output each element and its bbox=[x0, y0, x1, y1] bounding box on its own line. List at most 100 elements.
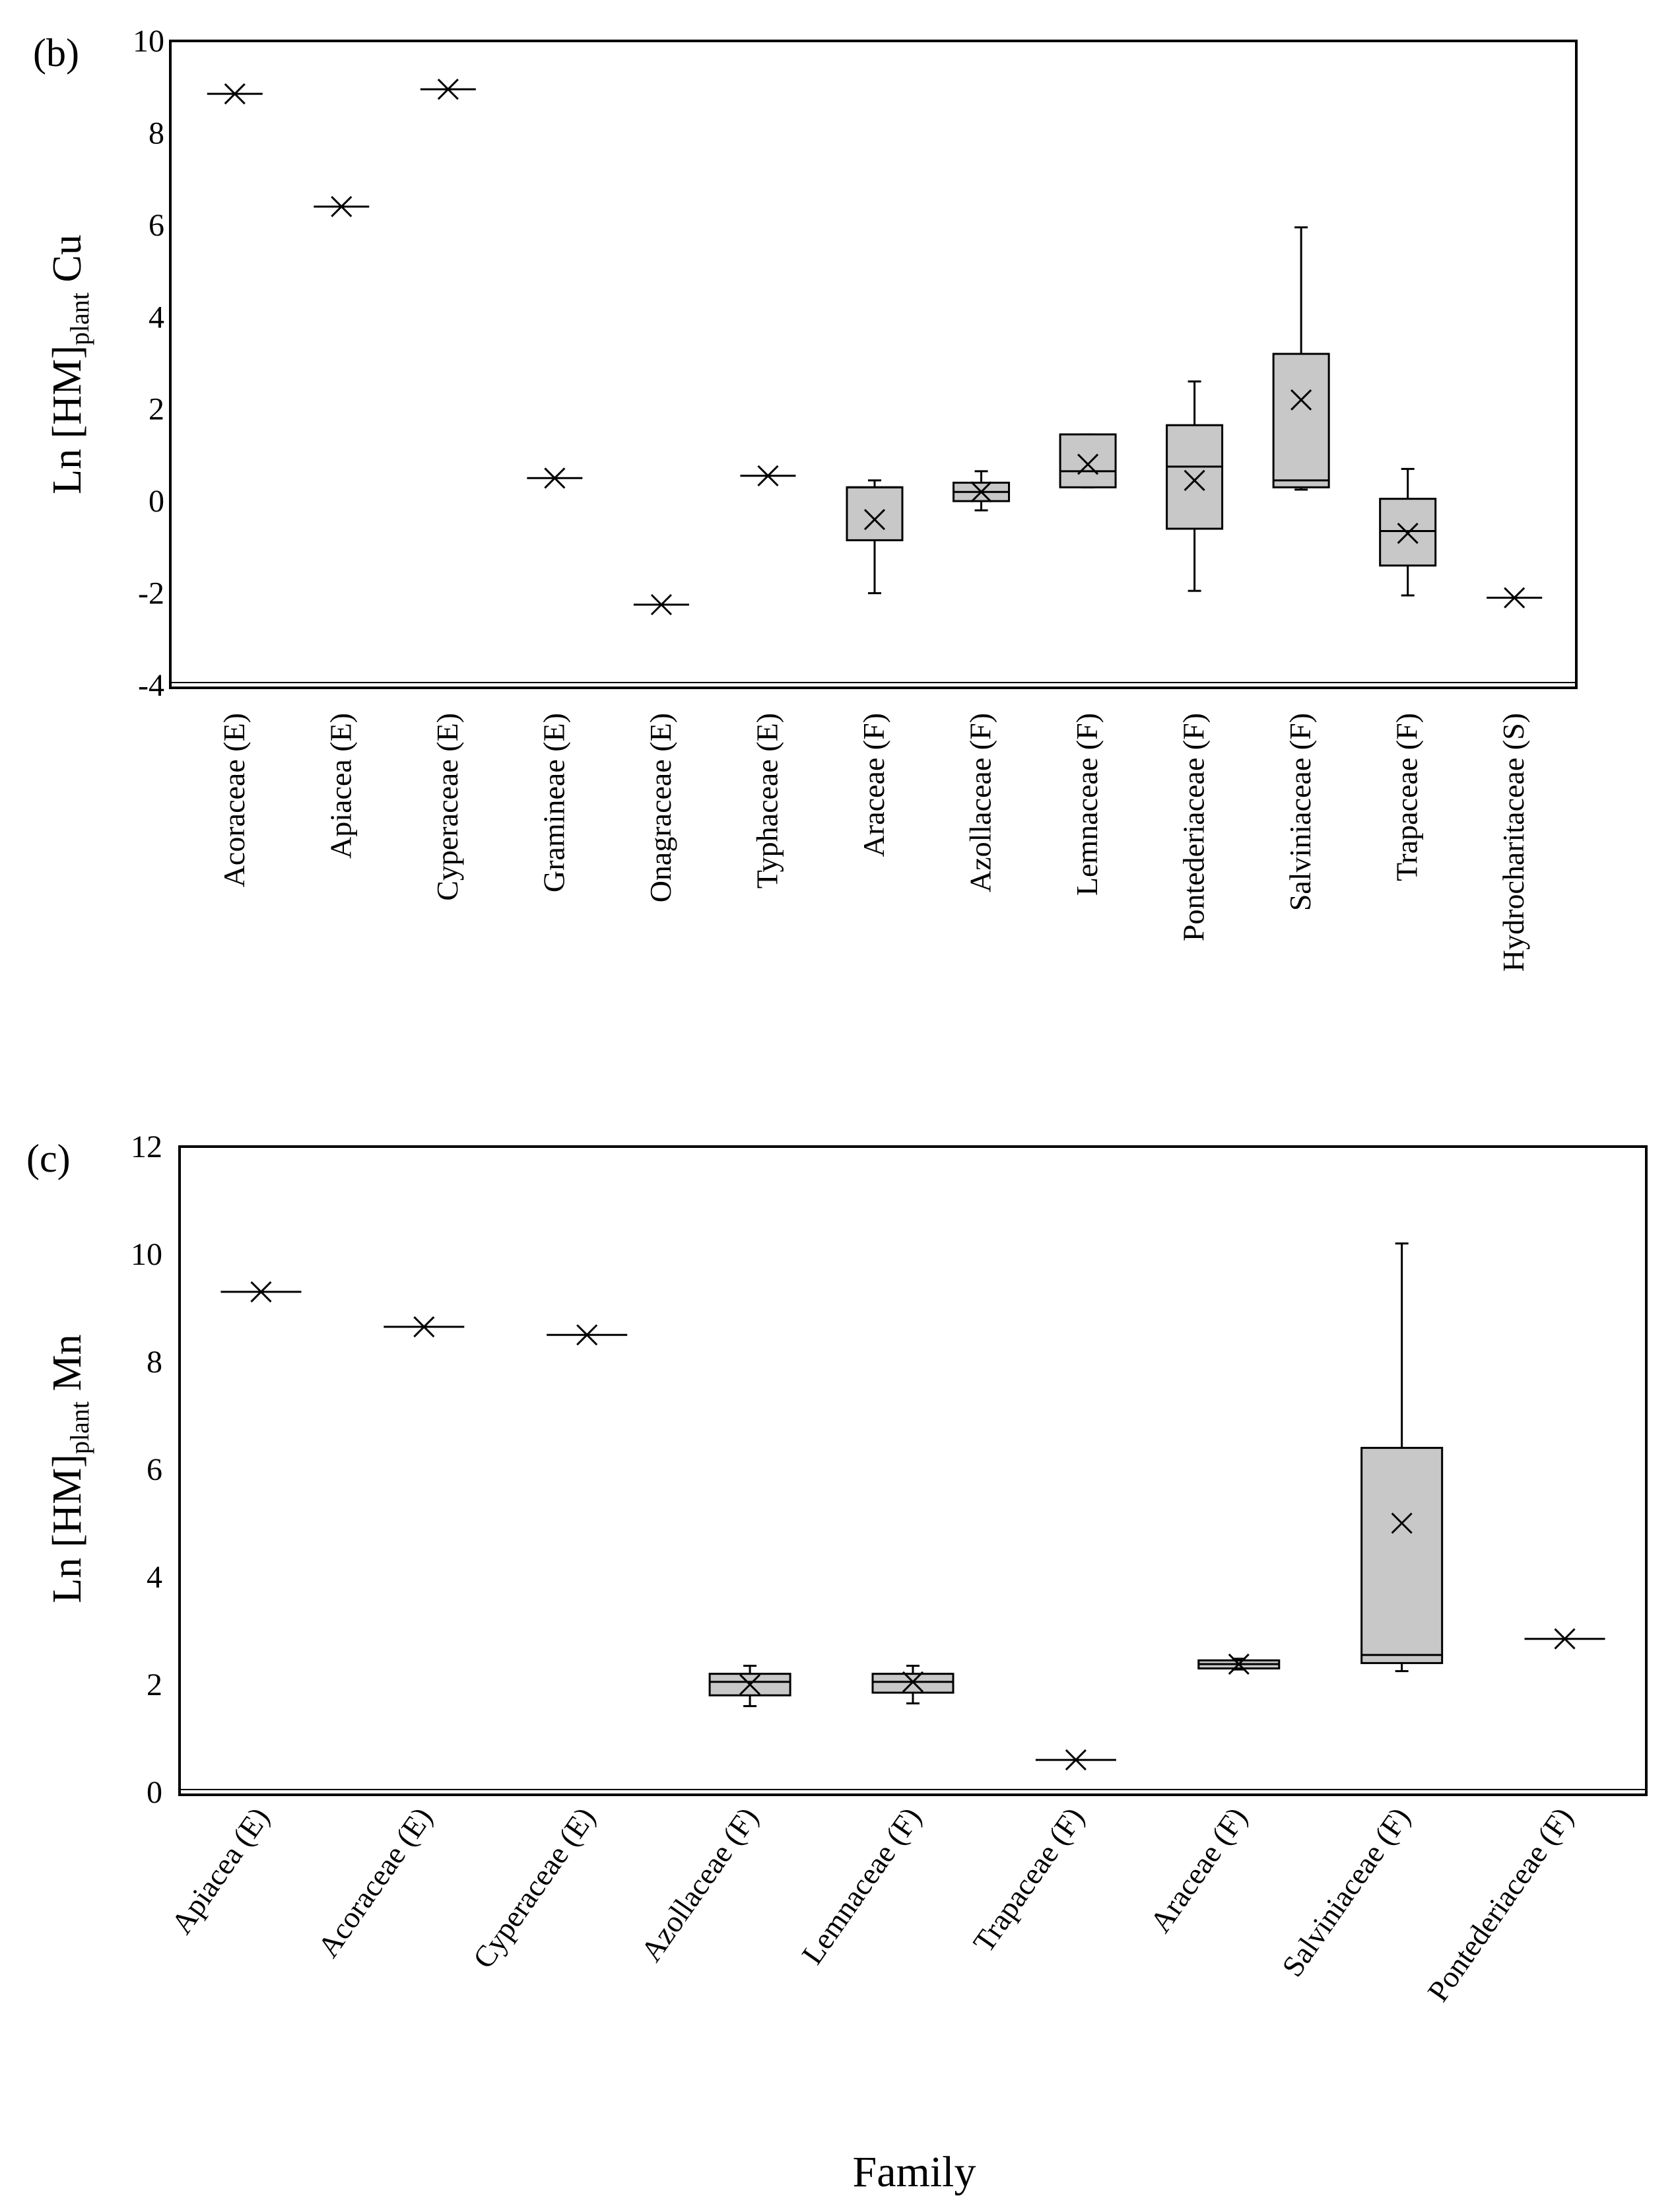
mean-marker bbox=[1065, 1749, 1087, 1771]
mean-marker bbox=[224, 83, 246, 105]
mean-marker bbox=[576, 1324, 598, 1346]
c-category-label: Pontederiaceae (F) bbox=[1421, 1801, 1579, 2007]
c-box-3 bbox=[708, 1664, 791, 1708]
c-box-1 bbox=[384, 1316, 465, 1338]
iqr-box bbox=[846, 486, 904, 541]
c-category-label: Acoraceae (E) bbox=[311, 1801, 438, 1963]
b-box-12 bbox=[1487, 587, 1543, 609]
panel-b-y-axis-title: Ln [HM]plant Cu bbox=[45, 234, 94, 494]
mean-marker bbox=[413, 1316, 435, 1338]
b-box-4 bbox=[633, 593, 689, 616]
panel-c-y-ticks: 12 10 8 6 4 2 0 bbox=[131, 1129, 162, 1810]
b-box-10 bbox=[1272, 226, 1330, 491]
mean-marker bbox=[1184, 469, 1205, 491]
panel-c-ylabel-prefix: Ln [HM] bbox=[45, 1454, 90, 1603]
b-category-label: Pontederiaceae (F) bbox=[1177, 713, 1211, 941]
panel-b-y-ticks: 10 8 6 4 2 0 -2 -4 bbox=[133, 24, 164, 703]
mean-marker bbox=[739, 1673, 761, 1696]
mean-marker bbox=[1504, 587, 1525, 609]
b-box-11 bbox=[1379, 467, 1437, 597]
b-category-label: Apiacea (E) bbox=[323, 713, 357, 859]
svg-text:Ln [HM]plant Cu: Ln [HM]plant Cu bbox=[45, 234, 94, 494]
mean-marker bbox=[902, 1671, 924, 1693]
svg-text:Ln [HM]plant Mn: Ln [HM]plant Mn bbox=[45, 1334, 94, 1603]
mean-marker bbox=[437, 79, 459, 100]
b-y-tick-label: 6 bbox=[149, 208, 164, 243]
iqr-box bbox=[1166, 424, 1224, 530]
b-y-tick-label: -2 bbox=[138, 576, 164, 611]
c-box-2 bbox=[547, 1324, 628, 1346]
mean-marker bbox=[1397, 522, 1419, 545]
mean-marker bbox=[544, 467, 566, 489]
c-box-0 bbox=[220, 1281, 302, 1303]
c-y-tick-label: 10 bbox=[131, 1237, 162, 1272]
c-y-tick-label: 8 bbox=[147, 1345, 162, 1380]
c-box-5 bbox=[1035, 1749, 1116, 1771]
mean-marker bbox=[1554, 1628, 1576, 1650]
mean-marker bbox=[863, 508, 886, 531]
mean-marker bbox=[970, 481, 992, 503]
mean-marker bbox=[757, 465, 779, 486]
c-y-tick-label: 12 bbox=[131, 1129, 162, 1164]
mean-marker bbox=[250, 1281, 272, 1303]
c-y-tick-label: 4 bbox=[147, 1560, 162, 1595]
mean-marker bbox=[1391, 1512, 1413, 1534]
iqr-box bbox=[1360, 1446, 1444, 1664]
b-y-tick-label: 2 bbox=[149, 392, 164, 427]
c-category-label: Araceae (F) bbox=[1143, 1801, 1254, 1938]
c-category-label: Trapaceae (F) bbox=[966, 1801, 1090, 1958]
c-box-6 bbox=[1197, 1653, 1281, 1675]
b-category-label: Gramineae (E) bbox=[537, 713, 570, 892]
panel-b-category-labels: Acoraceae (E) Apiacea (E) Cyperaceae (E) Gr… bbox=[217, 713, 1530, 972]
panel-c-plot-area bbox=[178, 1145, 1648, 1796]
b-category-label: Typhaceae (E) bbox=[750, 713, 784, 888]
b-box-5 bbox=[740, 465, 796, 486]
c-category-label: Azollaceae (F) bbox=[634, 1801, 765, 1967]
panel-c-category-labels: Apiacea (E) Acoraceae (E) Cyperaceae (E) Az… bbox=[164, 1801, 1580, 2007]
c-y-tick-label: 2 bbox=[147, 1667, 162, 1702]
b-box-8 bbox=[1059, 433, 1117, 488]
c-box-8 bbox=[1524, 1628, 1605, 1650]
mean-marker bbox=[1228, 1653, 1250, 1675]
panel-c-x-axis-title: Family bbox=[852, 2148, 976, 2196]
b-category-label: Hydrocharitaceae (S) bbox=[1496, 713, 1530, 972]
panel-b-ylabel-suffix: Cu bbox=[45, 234, 90, 292]
b-box-3 bbox=[527, 467, 583, 489]
b-category-label: Salviniaceae (F) bbox=[1283, 713, 1317, 911]
b-category-label: Azollaceae (F) bbox=[964, 713, 997, 892]
b-box-0 bbox=[207, 83, 263, 105]
mean-marker bbox=[650, 593, 672, 616]
b-y-tick-label: 0 bbox=[149, 484, 164, 519]
c-y-tick-label: 6 bbox=[147, 1452, 162, 1487]
c-category-label: Cyperaceae (E) bbox=[466, 1801, 601, 1974]
panel-c-ylabel-subscript: plant bbox=[65, 1401, 94, 1454]
panel-b-ylabel-prefix: Ln [HM] bbox=[45, 345, 90, 494]
c-category-label: Lemnaceae (F) bbox=[795, 1801, 927, 1970]
panel-b-ylabel-subscript: plant bbox=[65, 292, 94, 345]
b-category-label: Cyperaceae (E) bbox=[430, 713, 464, 901]
b-box-1 bbox=[314, 195, 370, 218]
c-box-7 bbox=[1360, 1242, 1444, 1673]
c-category-label: Apiacea (E) bbox=[164, 1801, 275, 1939]
mean-marker bbox=[1077, 453, 1099, 475]
mean-marker bbox=[331, 195, 352, 218]
panel-b-label: (b) bbox=[33, 31, 79, 75]
panel-c-y-axis-title: Ln [HM]plant Mn bbox=[45, 1334, 94, 1603]
b-category-label: Onagraceae (E) bbox=[644, 713, 677, 902]
panel-c-ylabel-suffix: Mn bbox=[45, 1334, 90, 1401]
b-box-7 bbox=[953, 470, 1011, 512]
b-category-label: Trapaceae (F) bbox=[1390, 713, 1424, 881]
panel-b: (b) Ln [HM]plant Cu 10 8 6 4 2 0 -2 -4 Acoracea… bbox=[33, 24, 1578, 972]
b-y-tick-label: -4 bbox=[138, 668, 164, 703]
b-box-6 bbox=[846, 479, 904, 595]
b-y-tick-label: 8 bbox=[149, 116, 164, 151]
b-category-label: Lemnaceae (F) bbox=[1070, 713, 1104, 896]
mean-marker bbox=[1290, 389, 1312, 411]
panel-b-plot-area bbox=[169, 40, 1578, 689]
panel-b-boxes bbox=[207, 79, 1543, 616]
c-box-4 bbox=[871, 1664, 954, 1705]
b-y-tick-label: 10 bbox=[133, 24, 164, 59]
b-box-2 bbox=[420, 79, 476, 100]
b-category-label: Araceae (F) bbox=[857, 713, 890, 857]
